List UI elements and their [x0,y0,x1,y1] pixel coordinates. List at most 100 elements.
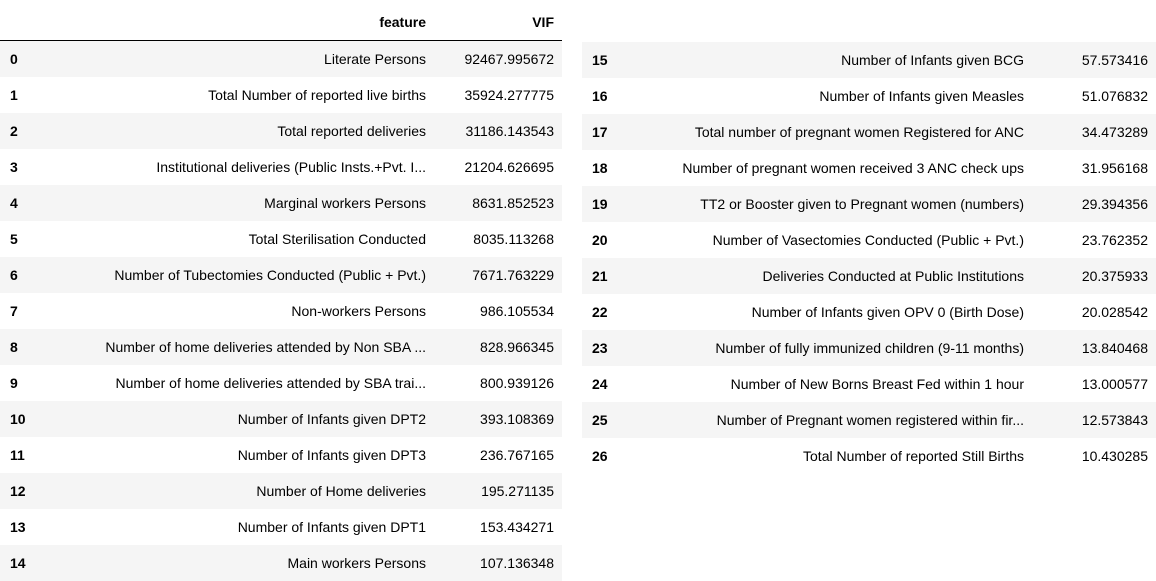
feature-cell: Number of Infants given BCG [626,42,1032,78]
vif-header: VIF [434,4,562,41]
vif-cell: 13.840468 [1032,330,1156,366]
vif-cell: 986.105534 [434,293,562,329]
row-index: 8 [0,329,44,365]
vif-cell: 13.000577 [1032,366,1156,402]
row-index: 21 [582,258,626,294]
row-index: 25 [582,402,626,438]
feature-cell: Marginal workers Persons [44,185,434,221]
feature-cell: Number of Infants given DPT1 [44,509,434,545]
feature-cell: Number of fully immunized children (9-11… [626,330,1032,366]
vif-cell: 107.136348 [434,545,562,581]
table-header-row: feature VIF [0,4,562,41]
vif-cell: 8035.113268 [434,221,562,257]
vif-cell: 8631.852523 [434,185,562,221]
row-index: 6 [0,257,44,293]
vif-cell: 10.430285 [1032,438,1156,474]
row-index: 13 [0,509,44,545]
row-index: 0 [0,41,44,78]
vif-cell: 195.271135 [434,473,562,509]
row-index: 2 [0,113,44,149]
vif-cell: 12.573843 [1032,402,1156,438]
feature-cell: Total reported deliveries [44,113,434,149]
feature-cell: Number of Pregnant women registered with… [626,402,1032,438]
feature-cell: Number of Infants given DPT2 [44,401,434,437]
vif-cell: 92467.995672 [434,41,562,78]
feature-cell: TT2 or Booster given to Pregnant women (… [626,186,1032,222]
vif-cell: 20.028542 [1032,294,1156,330]
row-index: 23 [582,330,626,366]
row-index: 1 [0,77,44,113]
feature-cell: Number of Vasectomies Conducted (Public … [626,222,1032,258]
vif-cell: 31.956168 [1032,150,1156,186]
vif-cell: 153.434271 [434,509,562,545]
row-index: 12 [0,473,44,509]
row-index: 16 [582,78,626,114]
feature-cell: Number of Home deliveries [44,473,434,509]
row-index: 24 [582,366,626,402]
row-index: 26 [582,438,626,474]
row-index: 19 [582,186,626,222]
vif-cell: 393.108369 [434,401,562,437]
feature-cell: Total Sterilisation Conducted [44,221,434,257]
row-index: 3 [0,149,44,185]
row-index: 14 [0,545,44,581]
vif-cell: 23.762352 [1032,222,1156,258]
feature-cell: Non-workers Persons [44,293,434,329]
feature-cell: Literate Persons [44,41,434,78]
vif-cell: 35924.277775 [434,77,562,113]
vif-cell: 34.473289 [1032,114,1156,150]
feature-cell: Number of Infants given OPV 0 (Birth Dos… [626,294,1032,330]
row-index: 10 [0,401,44,437]
row-index: 20 [582,222,626,258]
feature-cell: Number of pregnant women received 3 ANC … [626,150,1032,186]
index-header [0,4,44,41]
feature-cell: Number of Infants given DPT3 [44,437,434,473]
feature-cell: Total Number of reported live births [44,77,434,113]
row-index: 7 [0,293,44,329]
feature-cell: Number of Infants given Measles [626,78,1032,114]
row-index: 11 [0,437,44,473]
row-index: 9 [0,365,44,401]
vif-cell: 51.076832 [1032,78,1156,114]
feature-cell: Total number of pregnant women Registere… [626,114,1032,150]
feature-cell: Total Number of reported Still Births [626,438,1032,474]
vif-cell: 828.966345 [434,329,562,365]
vif-cell: 236.767165 [434,437,562,473]
feature-cell: Number of home deliveries attended by No… [44,329,434,365]
row-index: 22 [582,294,626,330]
vif-cell: 57.573416 [1032,42,1156,78]
vif-cell: 800.939126 [434,365,562,401]
feature-cell: Number of New Borns Breast Fed within 1 … [626,366,1032,402]
feature-cell: Number of home deliveries attended by SB… [44,365,434,401]
row-index: 18 [582,150,626,186]
row-index: 15 [582,42,626,78]
vif-cell: 29.394356 [1032,186,1156,222]
feature-cell: Main workers Persons [44,545,434,581]
row-index: 17 [582,114,626,150]
